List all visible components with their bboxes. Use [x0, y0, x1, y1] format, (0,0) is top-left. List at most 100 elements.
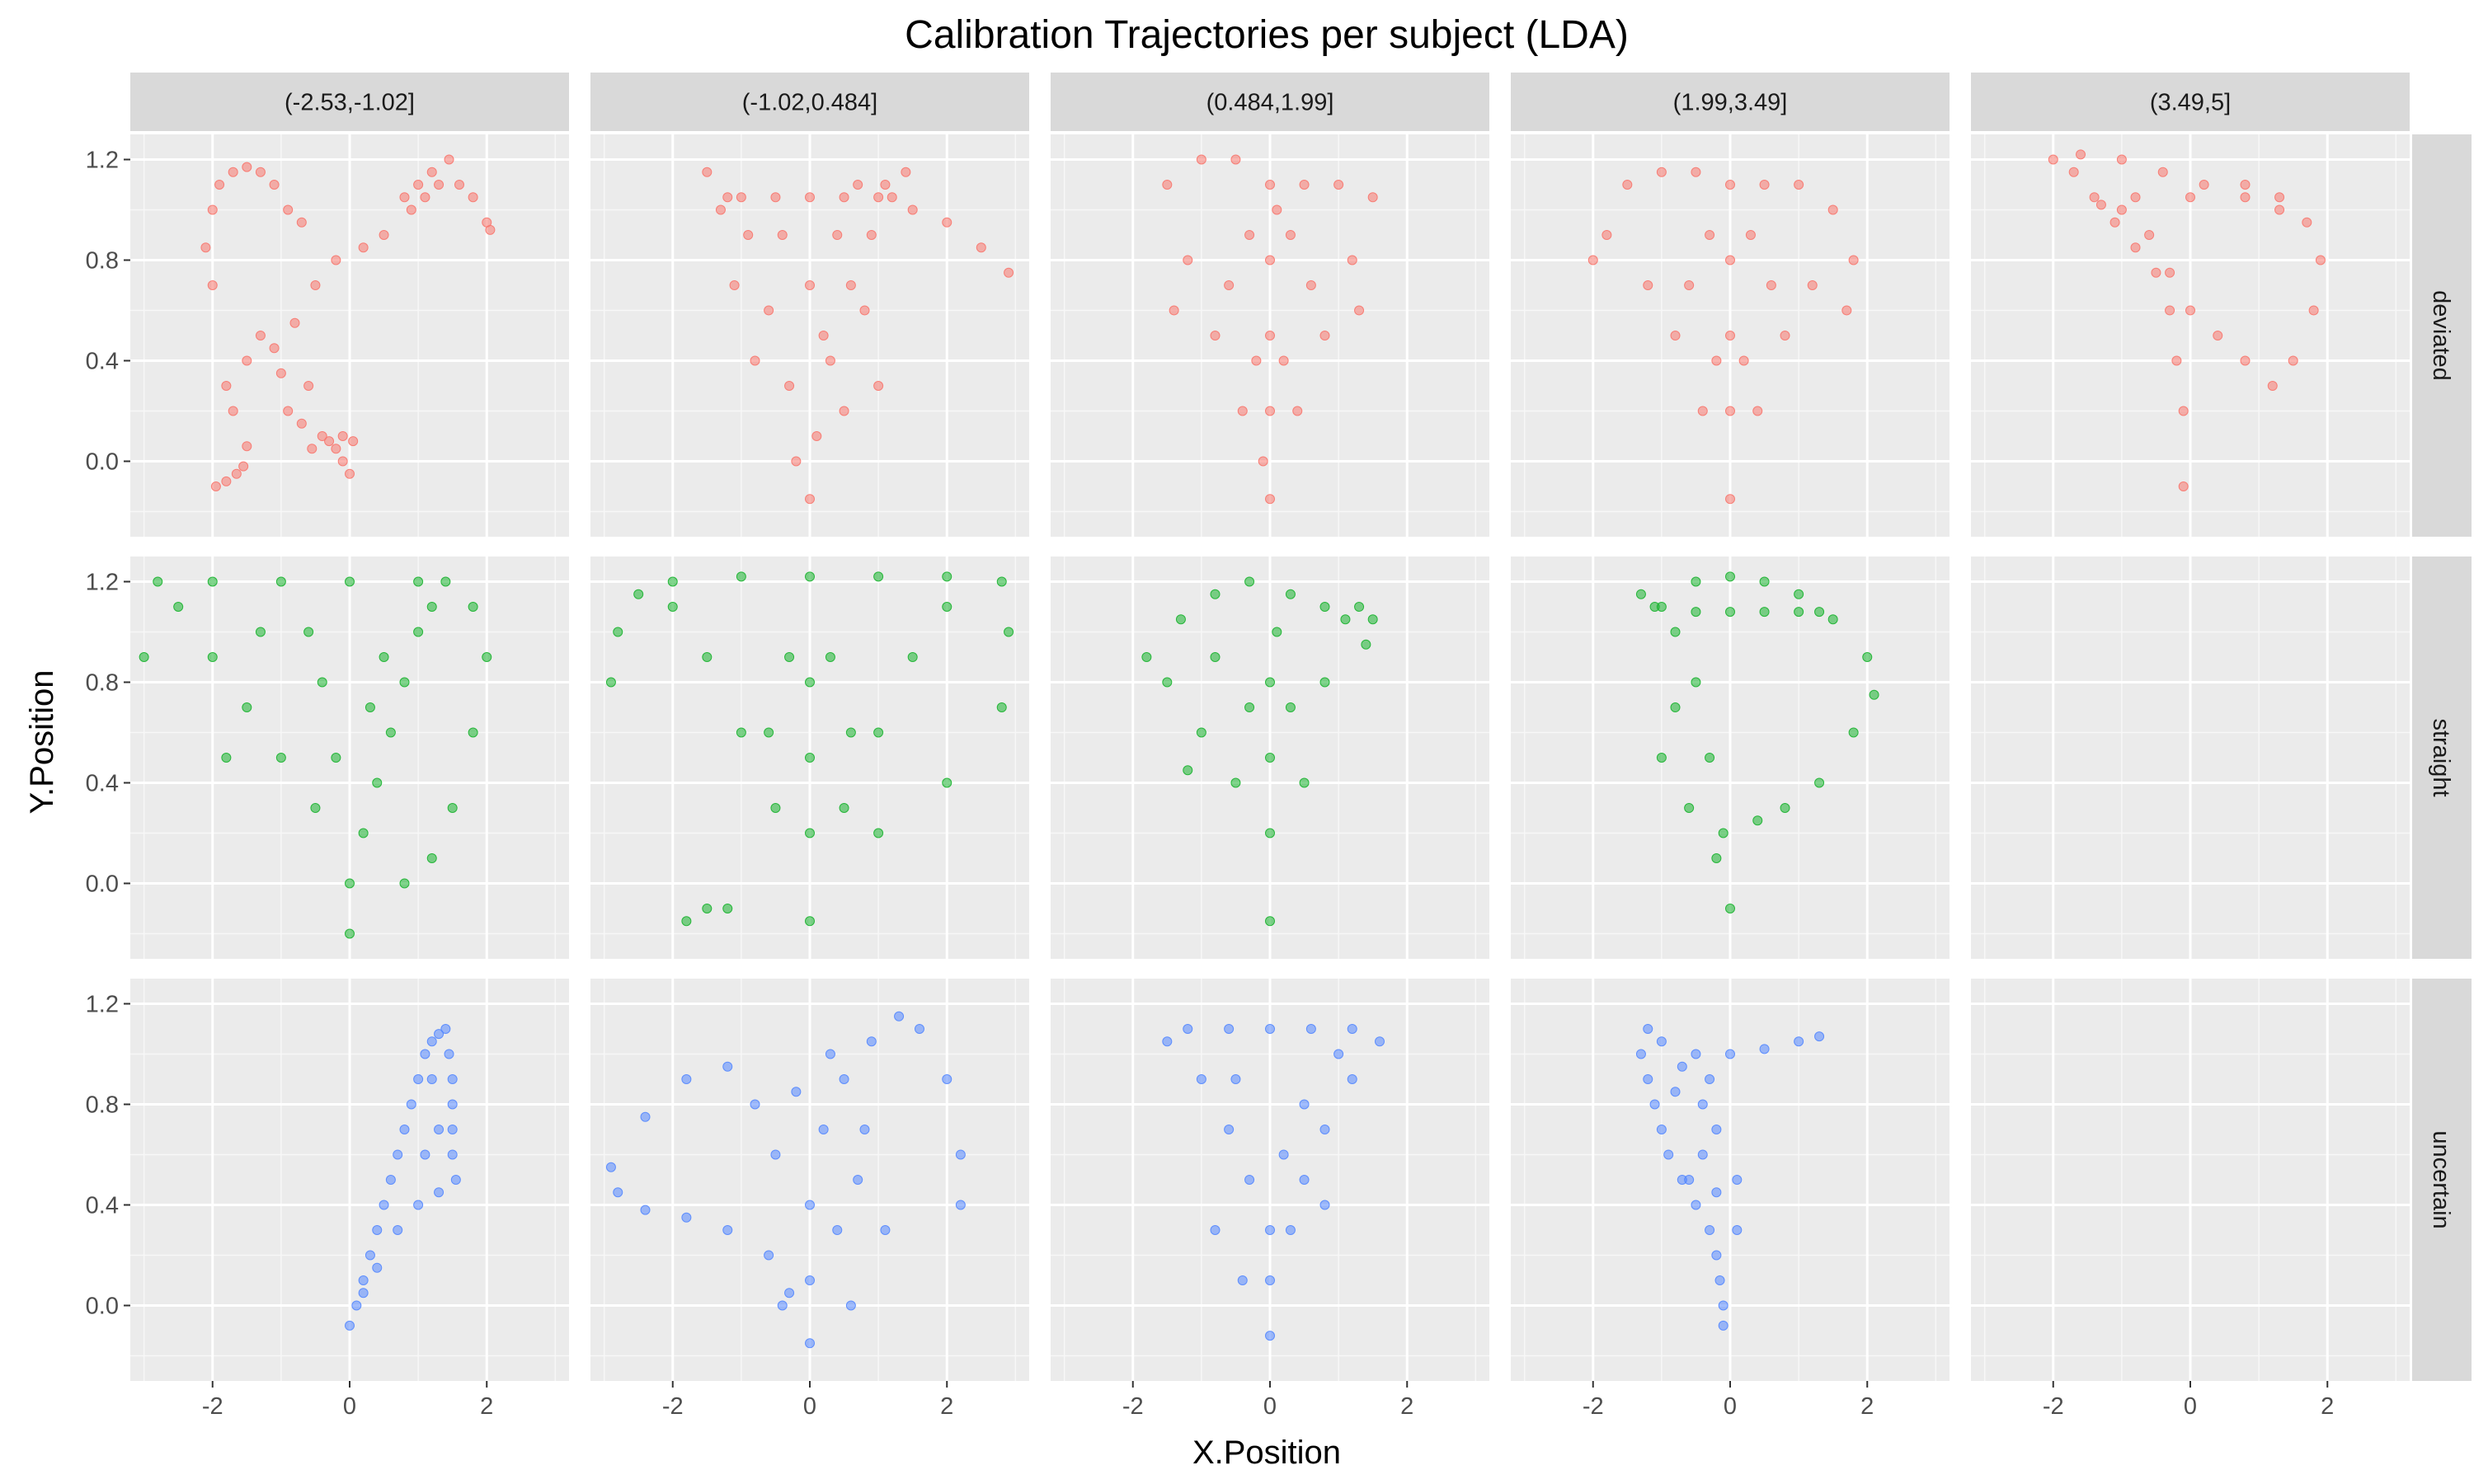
data-point [1265, 255, 1275, 265]
data-point [825, 652, 835, 662]
y-tick-label: 0.8 [86, 248, 119, 275]
data-point [1272, 627, 1282, 637]
data-point [1656, 602, 1667, 612]
data-point [1649, 1099, 1660, 1110]
data-point [845, 727, 856, 738]
data-point [2240, 180, 2251, 190]
data-point [365, 702, 375, 712]
data-point [2213, 331, 2223, 340]
data-point [345, 1320, 355, 1331]
data-point [1230, 777, 1241, 788]
data-point [1697, 1149, 1708, 1160]
y-tick-label: 0.4 [86, 771, 119, 797]
data-point [805, 280, 815, 290]
data-point [1183, 765, 1193, 776]
data-point [1354, 602, 1365, 612]
data-point [406, 204, 416, 215]
data-point [1347, 1074, 1357, 1084]
data-point [1718, 1320, 1729, 1331]
data-point [1807, 280, 1818, 290]
data-point [839, 406, 849, 416]
data-point [942, 217, 952, 228]
data-point [853, 1175, 863, 1185]
data-point [303, 627, 314, 637]
data-point [1244, 576, 1255, 587]
data-point [1244, 230, 1255, 240]
data-point [296, 418, 307, 429]
data-point [358, 1288, 369, 1298]
data-point [1759, 1044, 1770, 1054]
data-point [365, 1250, 375, 1261]
data-point [1333, 180, 1344, 190]
data-point [859, 1125, 870, 1134]
data-point [839, 1074, 849, 1084]
data-point [784, 652, 795, 662]
data-point [1635, 1049, 1646, 1059]
data-point [1347, 1024, 1357, 1034]
data-point [283, 204, 294, 215]
data-point [1299, 1099, 1310, 1110]
data-point [238, 461, 249, 472]
data-point [2157, 167, 2168, 177]
data-point [1265, 1225, 1275, 1235]
data-point [1285, 1225, 1296, 1235]
row-strip [2412, 979, 2472, 1381]
y-tick-label: 0.0 [86, 1294, 119, 1320]
data-point [811, 431, 822, 441]
data-point [1766, 280, 1776, 290]
data-point [1224, 1125, 1235, 1134]
data-point [873, 571, 884, 582]
data-point [317, 677, 327, 688]
data-point [2274, 192, 2285, 203]
y-tick-label: 0.4 [86, 349, 119, 375]
y-tick-label: 0.8 [86, 1092, 119, 1119]
data-point [2240, 355, 2251, 366]
data-point [1656, 753, 1667, 763]
data-point [1265, 1275, 1275, 1285]
data-point [1725, 494, 1735, 505]
data-point [420, 192, 430, 203]
data-point [613, 1187, 623, 1198]
data-point [1725, 571, 1735, 582]
data-point [434, 180, 444, 190]
data-point [1210, 1225, 1221, 1235]
data-point [1210, 589, 1221, 599]
data-point [605, 1162, 616, 1172]
data-point [331, 444, 341, 454]
data-point [1711, 355, 1722, 366]
data-point [1862, 652, 1873, 662]
data-point [447, 1099, 458, 1110]
x-tick-label: 0 [1724, 1393, 1737, 1420]
data-point [485, 224, 496, 235]
facet-panel [130, 556, 569, 959]
data-point [1656, 167, 1667, 177]
data-point [1278, 355, 1289, 366]
facet-panel [1051, 134, 1489, 537]
data-point [1714, 1275, 1725, 1285]
data-point [1265, 677, 1275, 688]
data-point [393, 1225, 403, 1235]
data-point [2089, 192, 2100, 203]
data-point [310, 280, 321, 290]
data-point [784, 1288, 795, 1298]
x-tick-label: 2 [480, 1393, 493, 1420]
data-point [1265, 406, 1275, 416]
data-point [447, 803, 458, 813]
data-point [358, 242, 369, 253]
data-point [791, 1087, 802, 1097]
data-point [1635, 589, 1646, 599]
data-point [1210, 331, 1221, 340]
data-point [1183, 255, 1193, 265]
data-point [1230, 154, 1241, 165]
data-point [351, 1300, 362, 1311]
data-point [1602, 230, 1612, 240]
data-point [221, 476, 232, 486]
data-point [2315, 255, 2326, 265]
data-point [207, 576, 218, 587]
data-point [942, 1074, 952, 1084]
data-point [764, 727, 774, 738]
data-point [1725, 607, 1735, 618]
data-point [743, 230, 754, 240]
facet-panel [1511, 556, 1950, 959]
data-point [1827, 204, 1838, 215]
